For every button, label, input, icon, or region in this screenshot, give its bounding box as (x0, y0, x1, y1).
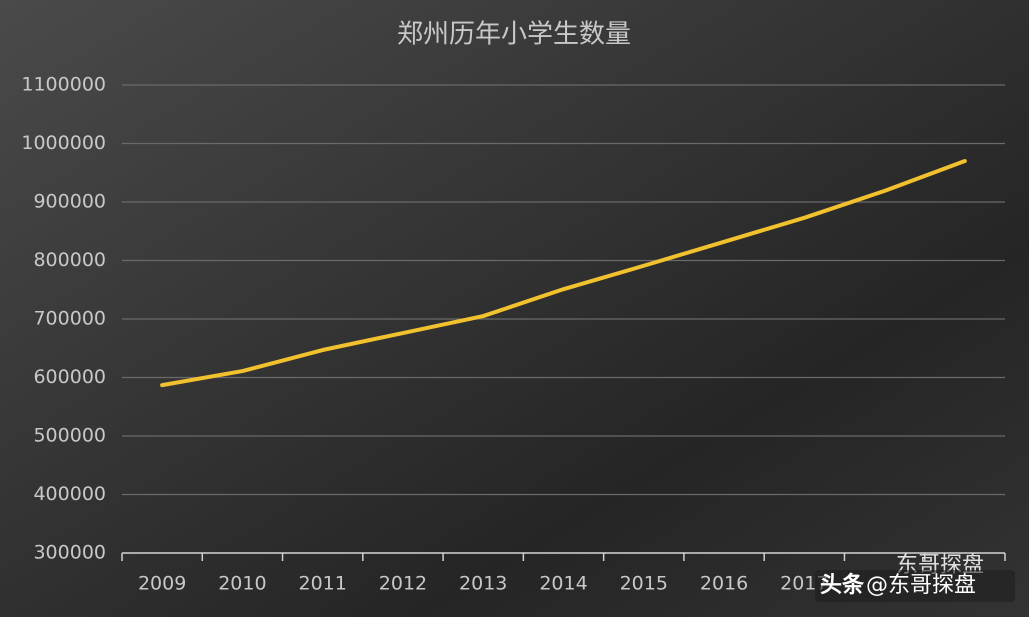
x-tick-label: 2011 (299, 573, 347, 595)
x-tick-label: 2010 (218, 573, 266, 595)
y-tick-label: 300000 (33, 542, 106, 564)
x-tick-label: 2013 (459, 573, 507, 595)
watermark-account: @东哥探盘 (866, 573, 976, 598)
y-tick-label: 1000000 (21, 132, 106, 154)
y-tick-label: 800000 (33, 249, 106, 271)
y-tick-label: 500000 (33, 425, 106, 447)
watermark-bg (815, 570, 1015, 602)
watermark-source: 头条 (820, 572, 865, 598)
x-tick-label: 2009 (138, 573, 186, 595)
x-tick-label: 2015 (620, 573, 668, 595)
y-tick-label: 1100000 (21, 74, 106, 96)
y-tick-label: 900000 (33, 191, 106, 213)
y-tick-label: 600000 (33, 366, 106, 388)
line (160, 159, 967, 388)
x-tick-label: 2016 (700, 573, 748, 595)
chart-title: 郑州历年小学生数量 (397, 20, 631, 50)
x-tick-label: 2014 (539, 573, 587, 595)
y-tick-label: 700000 (33, 308, 106, 330)
x-tick-label: 2012 (379, 573, 427, 595)
y-tick-label: 400000 (33, 483, 106, 505)
